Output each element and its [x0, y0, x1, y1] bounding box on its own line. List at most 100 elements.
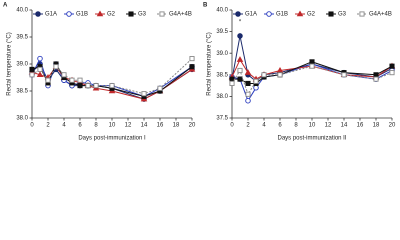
x-axis-title: Days post-immunization II [277, 136, 346, 142]
x-tick-label: 20 [389, 123, 396, 129]
marker [389, 70, 395, 76]
x-tick-label: 0 [230, 123, 234, 129]
x-tick-label: 18 [373, 123, 380, 129]
marker [235, 11, 241, 17]
marker [189, 64, 195, 70]
marker [237, 33, 243, 39]
y-tick-label: 39.0 [16, 62, 28, 68]
x-tick-label: 8 [294, 123, 298, 129]
panel-label: B [203, 3, 208, 9]
x-tick-label: 14 [341, 123, 348, 129]
marker [245, 97, 251, 104]
marker [93, 83, 99, 89]
marker [229, 76, 235, 82]
x-tick-label: 4 [262, 123, 266, 129]
legend-label: G3 [338, 12, 347, 18]
series-line [232, 61, 393, 84]
x-tick-label: 20 [189, 123, 196, 129]
y-tick-label: 40.0 [216, 8, 228, 14]
marker [53, 64, 59, 70]
marker [373, 76, 379, 82]
x-tick-label: 4 [62, 123, 66, 129]
legend-label: G1A [45, 12, 57, 18]
marker [253, 78, 259, 84]
y-tick-label: 39.5 [16, 35, 28, 41]
marker [85, 83, 91, 89]
series-line [231, 35, 393, 82]
legend-label: G1A [245, 12, 257, 18]
marker [159, 11, 165, 17]
marker [37, 55, 43, 62]
marker [373, 72, 379, 78]
x-tick-label: 18 [173, 123, 180, 129]
marker [69, 77, 75, 83]
x-axis-title: Days post-immunization I [78, 136, 146, 142]
marker [36, 71, 44, 78]
marker [236, 56, 244, 62]
marker [77, 77, 83, 83]
marker [389, 63, 395, 69]
marker [245, 91, 251, 97]
marker [261, 72, 267, 78]
marker [229, 80, 235, 86]
legend-label: G4A+4B [369, 12, 392, 18]
marker [237, 67, 243, 74]
marker [35, 11, 41, 17]
marker [141, 91, 147, 97]
marker [189, 56, 195, 62]
marker [37, 66, 43, 72]
marker [309, 59, 315, 65]
x-tick-label: 6 [278, 123, 282, 129]
x-tick-label: 6 [78, 123, 82, 129]
marker [328, 11, 334, 17]
x-tick-label: 12 [125, 123, 132, 129]
marker [157, 85, 163, 91]
y-tick-label: 38.0 [16, 116, 28, 122]
marker [245, 80, 251, 86]
y-axis-title: Rectal temperature (°C) [7, 32, 13, 95]
series-line [231, 65, 393, 96]
y-tick-label: 38.5 [216, 72, 228, 78]
x-tick-label: 12 [325, 123, 332, 129]
y-axis-title: Rectal temperature (°C) [207, 32, 213, 95]
series-line [231, 58, 393, 80]
marker [66, 11, 72, 17]
marker [109, 83, 115, 89]
marker [29, 66, 35, 72]
legend-label: G2 [107, 12, 116, 18]
panel-label: A [3, 3, 8, 9]
marker [277, 72, 283, 78]
x-tick-label: 16 [157, 123, 164, 129]
legend-label: G3 [138, 12, 147, 18]
marker [309, 63, 315, 69]
marker [77, 83, 83, 89]
y-tick-label: 39.5 [216, 29, 228, 35]
marker [276, 66, 284, 73]
marker [45, 77, 51, 83]
marker [296, 10, 304, 17]
x-tick-label: 10 [109, 123, 116, 129]
x-tick-label: 8 [94, 123, 98, 129]
legend-label: G1B [276, 12, 288, 18]
y-tick-label: 38.0 [216, 94, 228, 100]
marker [244, 69, 252, 75]
annotation: * [239, 20, 242, 26]
y-tick-label: 39.0 [216, 51, 228, 57]
x-tick-label: 2 [246, 123, 250, 129]
marker [61, 72, 67, 78]
marker [266, 11, 272, 17]
legend-label: G2 [307, 12, 316, 18]
y-tick-label: 40.0 [16, 8, 28, 14]
legend-label: G1B [76, 12, 88, 18]
legend-label: G4A+4B [169, 12, 192, 18]
marker [29, 72, 35, 78]
marker [237, 76, 243, 82]
marker [253, 85, 259, 91]
x-tick-label: 14 [141, 123, 148, 129]
x-tick-label: 10 [309, 123, 316, 129]
marker [128, 11, 134, 17]
marker [341, 72, 347, 78]
x-tick-label: 0 [30, 123, 34, 129]
y-tick-label: 38.5 [16, 89, 28, 95]
x-tick-label: 2 [46, 123, 50, 129]
